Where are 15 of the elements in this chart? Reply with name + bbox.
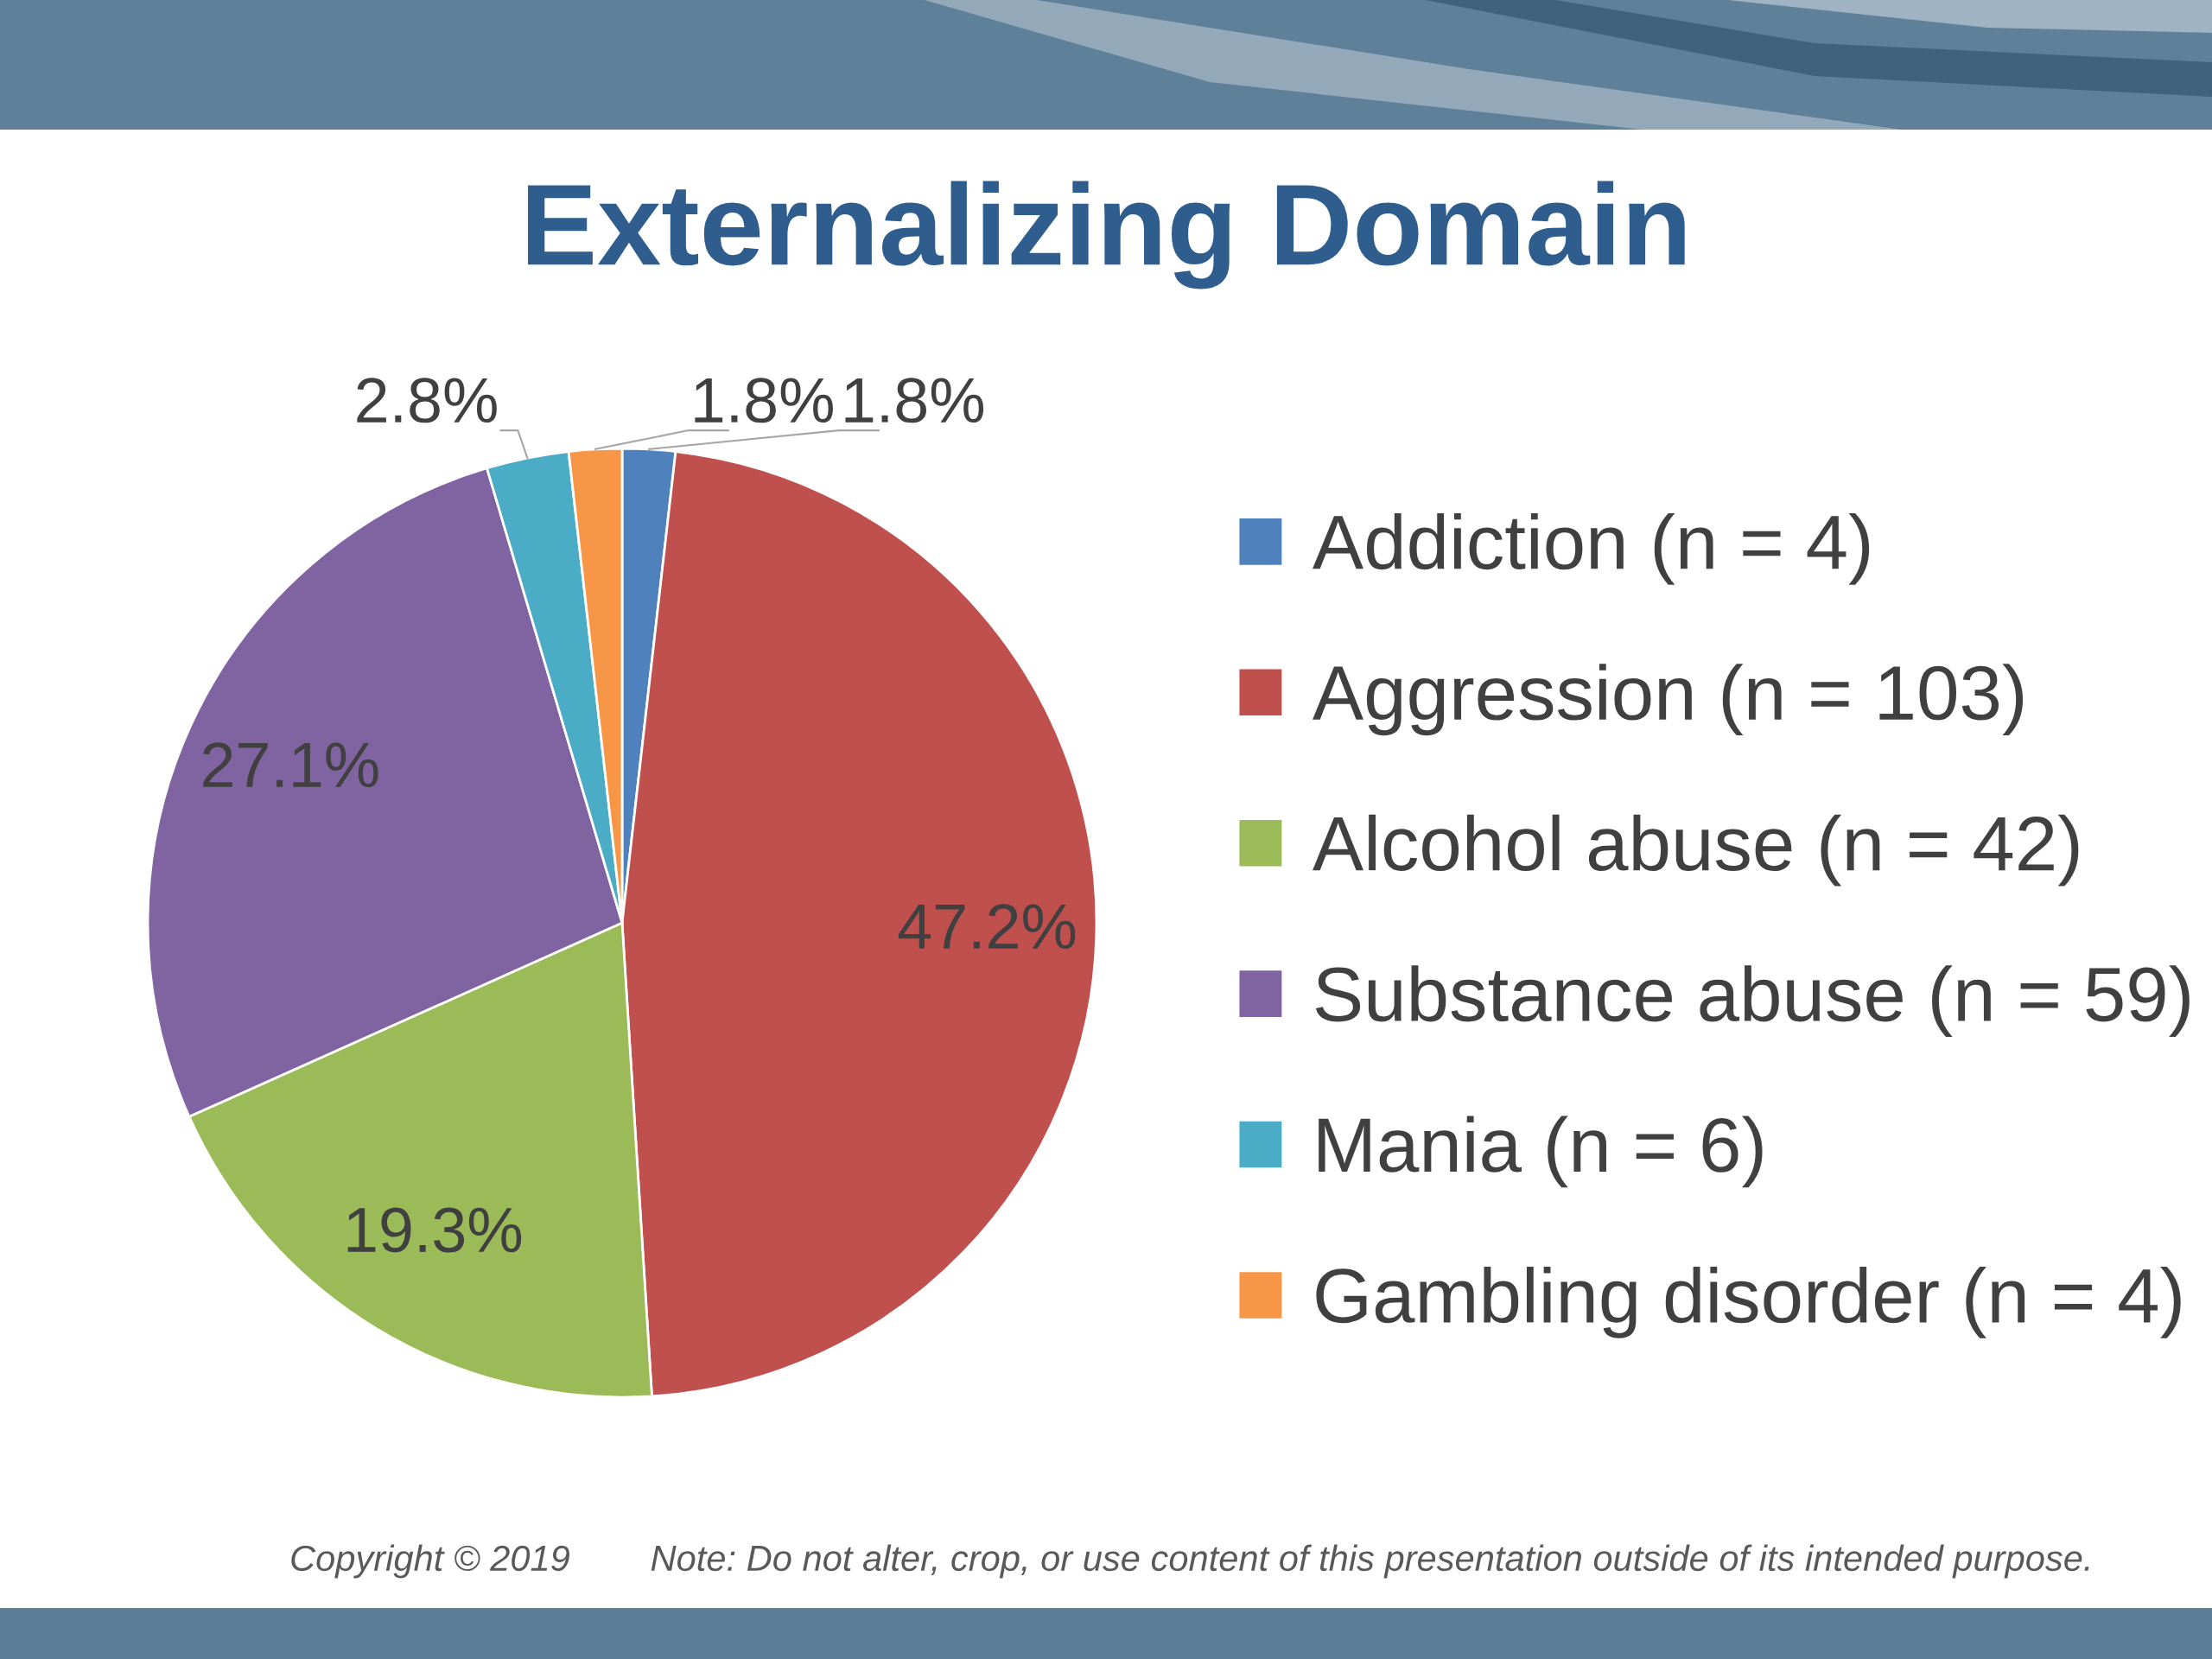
legend-label: Aggression (n = 103)	[1313, 664, 2024, 736]
legend-label: Mania (n = 6)	[1319, 1116, 1763, 1188]
data-label: 2.8%	[357, 378, 497, 423]
legend-label: Addiction (n = 4)	[1313, 512, 1870, 585]
data-label: 27.1%	[203, 742, 378, 788]
data-label: 1.8%	[845, 378, 984, 423]
data-label: 1.8%	[695, 378, 833, 423]
legend-label: Substance abuse (n = 59)	[1315, 965, 2190, 1037]
text: Copyright © 2019	[291, 1544, 570, 1579]
data-label: 47.2%	[898, 904, 1076, 950]
data-label: 19.3%	[347, 1207, 522, 1253]
legend-label: Alcohol abuse (n = 42)	[1313, 814, 2079, 887]
legend-label: Gambling disorder (n = 4)	[1316, 1266, 2181, 1338]
chart-title: Externalizing Domain	[528, 181, 1685, 289]
text: Note: Do not alter, crop, or use content of this presentation outside of its intended purpose.	[651, 1544, 2089, 1579]
